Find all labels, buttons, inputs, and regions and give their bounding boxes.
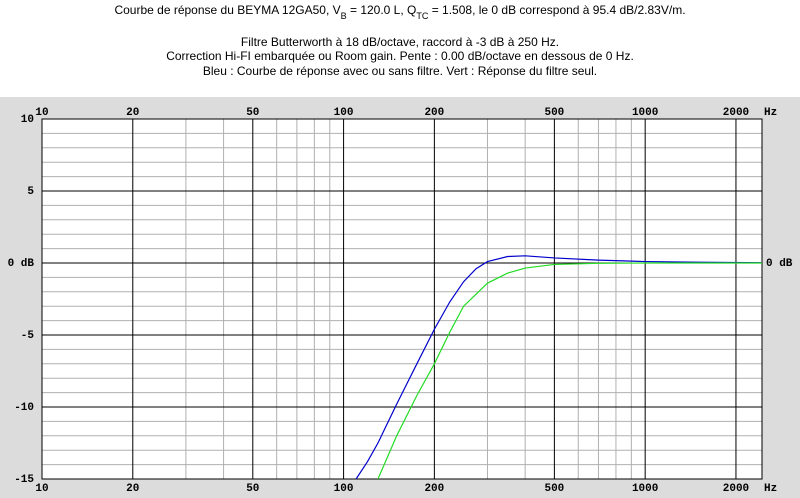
x-unit: Hz [764, 107, 777, 119]
x-tick-label: 2000 [723, 483, 749, 495]
x-tick-label: 10 [35, 483, 48, 495]
x-tick-label: 1000 [632, 107, 658, 119]
x-tick-label: 20 [126, 107, 139, 119]
y-tick-label: 10 [21, 114, 34, 126]
title-line: Bleu : Courbe de réponse avec ou sans fi… [203, 64, 597, 78]
title-text: = 1.508, le 0 dB correspond à 95.4 dB/2.… [428, 3, 685, 17]
x-tick-label: 10 [35, 107, 48, 119]
x-tick-label: 50 [246, 483, 259, 495]
x-tick-label: 1000 [632, 483, 658, 495]
response-curve [355, 255, 762, 479]
subscript: B [341, 11, 347, 21]
y-tick-label: -10 [14, 402, 34, 414]
y-tick-label: 0 dB [8, 258, 35, 270]
title-text: Bleu : Courbe de réponse avec ou sans fi… [203, 64, 597, 78]
x-unit: Hz [764, 483, 777, 495]
response-curve [377, 262, 762, 479]
x-tick-label: 100 [334, 107, 354, 119]
title-text: Filtre Butterworth à 18 dB/octave, racco… [241, 35, 559, 49]
x-tick-label: 200 [424, 483, 444, 495]
x-tick-label: 500 [544, 483, 564, 495]
x-tick-label: 500 [544, 107, 564, 119]
title-text: Correction Hi-FI embarquée ou Room gain.… [166, 49, 634, 63]
x-tick-label: 2000 [723, 107, 749, 119]
y-tick-label: 0 dB [766, 258, 793, 270]
plot-frame [41, 118, 763, 480]
y-tick-label: 5 [27, 186, 34, 198]
title-text: = 120.0 L, Q [347, 3, 417, 17]
title-line: Filtre Butterworth à 18 dB/octave, racco… [241, 35, 559, 49]
x-tick-label: 200 [424, 107, 444, 119]
y-tick-label: -15 [14, 474, 34, 486]
plot-area [42, 119, 762, 479]
y-tick-label: -5 [21, 330, 35, 342]
x-tick-label: 20 [126, 483, 139, 495]
x-tick-label: 50 [246, 107, 259, 119]
subscript: TC [416, 11, 428, 21]
title-line: Courbe de réponse du BEYMA 12GA50, VB = … [114, 3, 685, 21]
title-text: Courbe de réponse du BEYMA 12GA50, V [114, 3, 340, 17]
title-line: Correction Hi-FI embarquée ou Room gain.… [166, 49, 634, 63]
x-tick-label: 100 [334, 483, 354, 495]
